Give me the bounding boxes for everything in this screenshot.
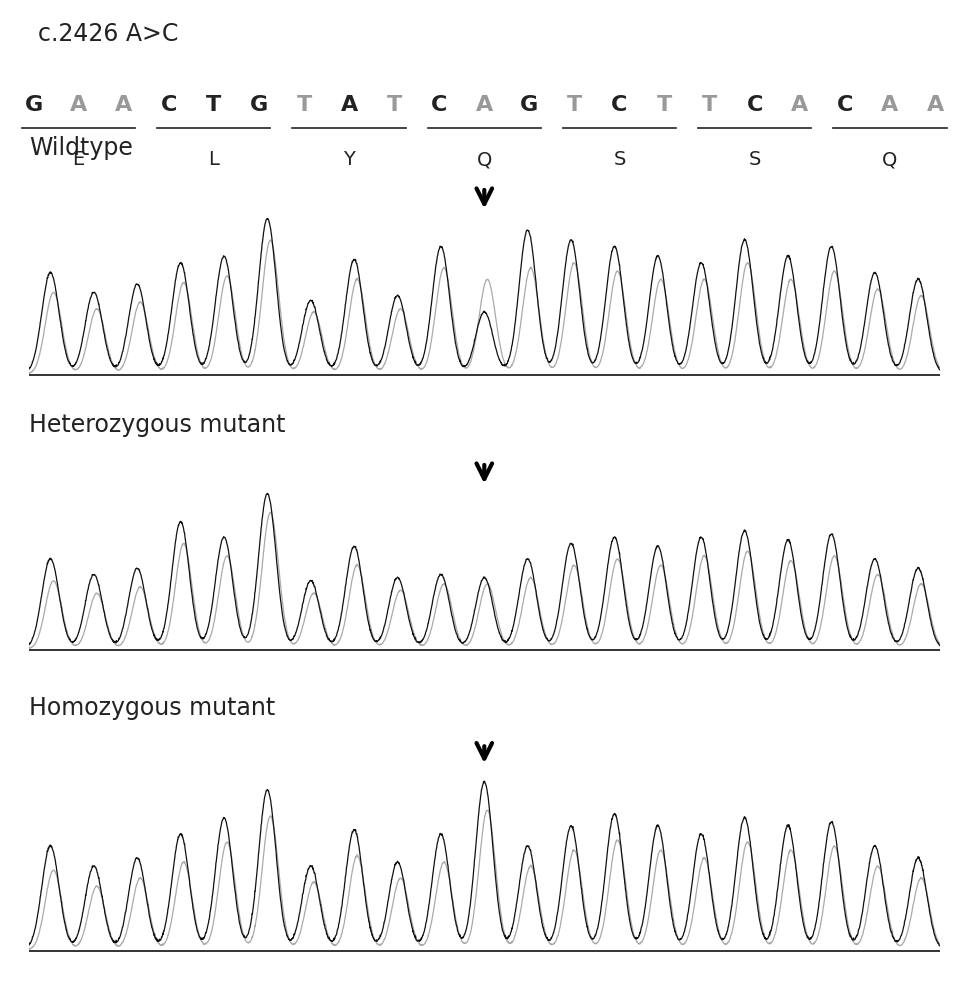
Text: C: C — [431, 95, 448, 115]
Text: Heterozygous mutant: Heterozygous mutant — [29, 413, 285, 437]
Text: T: T — [386, 95, 402, 115]
Text: C: C — [611, 95, 628, 115]
Text: G: G — [24, 95, 43, 115]
Text: A: A — [926, 95, 944, 115]
Text: Y: Y — [343, 150, 355, 169]
Text: c.2426 A>C: c.2426 A>C — [38, 22, 178, 46]
Text: G: G — [520, 95, 539, 115]
Text: C: C — [160, 95, 177, 115]
Text: E: E — [73, 150, 84, 169]
Text: T: T — [567, 95, 582, 115]
Text: S: S — [614, 150, 625, 169]
Text: C: C — [836, 95, 854, 115]
Text: A: A — [791, 95, 808, 115]
Text: S: S — [749, 150, 760, 169]
Text: Q: Q — [477, 150, 492, 169]
Text: T: T — [657, 95, 672, 115]
Text: Homozygous mutant: Homozygous mutant — [29, 696, 275, 720]
Text: L: L — [208, 150, 220, 169]
Text: A: A — [476, 95, 493, 115]
Text: T: T — [206, 95, 222, 115]
Text: A: A — [115, 95, 132, 115]
Text: A: A — [340, 95, 358, 115]
Text: A: A — [881, 95, 899, 115]
Text: T: T — [702, 95, 717, 115]
Text: G: G — [249, 95, 269, 115]
Text: C: C — [746, 95, 763, 115]
Text: A: A — [70, 95, 87, 115]
Text: Q: Q — [882, 150, 898, 169]
Text: T: T — [296, 95, 312, 115]
Text: Wildtype: Wildtype — [29, 136, 132, 160]
